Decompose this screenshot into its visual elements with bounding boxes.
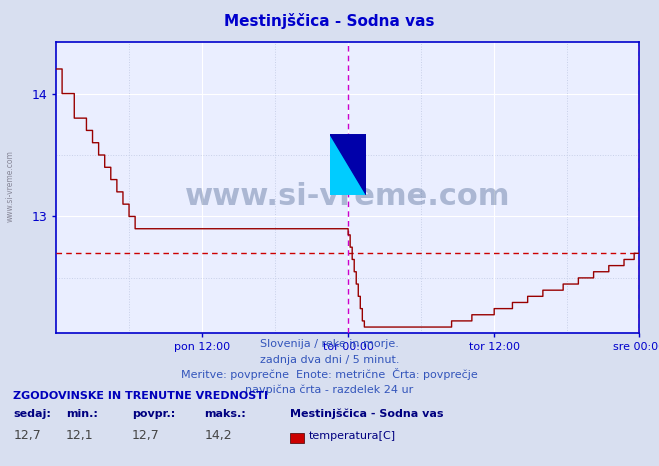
Text: 12,7: 12,7 (13, 430, 41, 442)
Text: min.:: min.: (66, 409, 98, 419)
Text: 14,2: 14,2 (204, 430, 232, 442)
Text: ZGODOVINSKE IN TRENUTNE VREDNOSTI: ZGODOVINSKE IN TRENUTNE VREDNOSTI (13, 391, 268, 401)
Text: Mestinjščica - Sodna vas: Mestinjščica - Sodna vas (290, 409, 444, 419)
Polygon shape (330, 134, 366, 195)
Text: sedaj:: sedaj: (13, 409, 51, 419)
Text: navpična črta - razdelek 24 ur: navpična črta - razdelek 24 ur (245, 385, 414, 395)
Text: Mestinjščica - Sodna vas: Mestinjščica - Sodna vas (224, 13, 435, 29)
Text: temperatura[C]: temperatura[C] (308, 432, 395, 441)
Text: maks.:: maks.: (204, 409, 246, 419)
Text: Slovenija / reke in morje.: Slovenija / reke in morje. (260, 339, 399, 349)
Text: www.si-vreme.com: www.si-vreme.com (185, 182, 510, 211)
Text: povpr.:: povpr.: (132, 409, 175, 419)
Text: www.si-vreme.com: www.si-vreme.com (5, 151, 14, 222)
Text: zadnja dva dni / 5 minut.: zadnja dva dni / 5 minut. (260, 355, 399, 364)
Text: 12,7: 12,7 (132, 430, 159, 442)
Text: 12,1: 12,1 (66, 430, 94, 442)
Text: Meritve: povprečne  Enote: metrične  Črta: povprečje: Meritve: povprečne Enote: metrične Črta:… (181, 368, 478, 380)
Polygon shape (330, 134, 366, 195)
